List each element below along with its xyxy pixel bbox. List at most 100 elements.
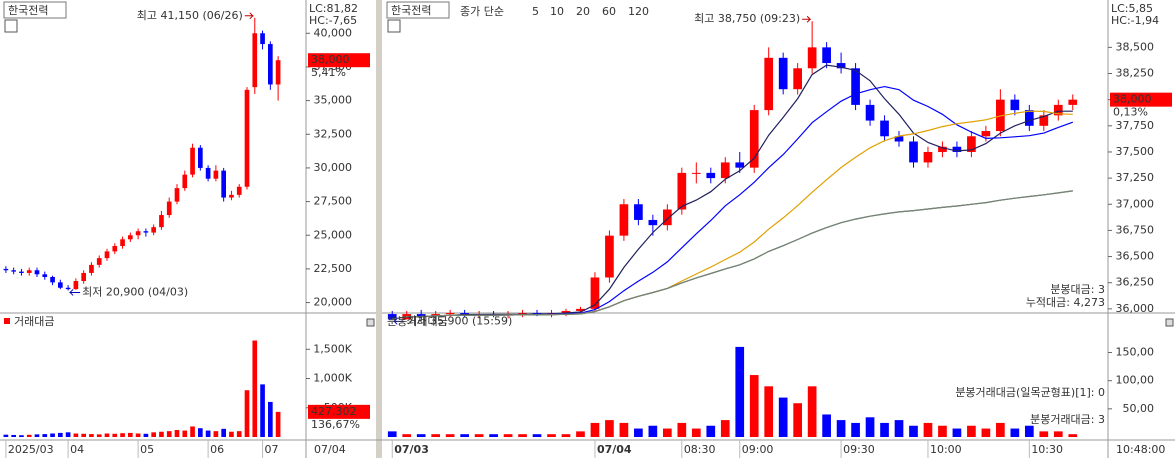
candle-body	[205, 167, 211, 179]
volume-legend: 분봉거래대금(일목균형표)[1]: 0	[955, 385, 1105, 399]
volume-bar	[166, 431, 172, 437]
y-tick-label: 36,250	[1116, 276, 1155, 289]
grid-icon[interactable]	[4, 19, 18, 33]
y-tick-label: 1,000K	[313, 372, 352, 385]
candle-body	[836, 63, 846, 69]
candle-body	[182, 174, 188, 189]
candle-body	[143, 231, 149, 233]
candle-body	[576, 308, 585, 311]
ma-title: 종가 단순	[460, 5, 504, 18]
candle-body	[778, 57, 788, 90]
volume-value-label: 427,302	[311, 405, 357, 418]
x-tick-label: 07/04	[597, 443, 632, 456]
candle-body	[34, 270, 40, 275]
candle-body	[229, 194, 234, 198]
volume-bar	[996, 422, 1005, 437]
volume-bar	[720, 420, 730, 437]
x-tick-label: 07/03	[394, 443, 429, 456]
candle-body	[268, 44, 273, 85]
volume-bar	[1068, 434, 1078, 437]
volume-bar	[190, 426, 195, 437]
volume-bar	[807, 386, 817, 437]
pane-button[interactable]	[1165, 318, 1174, 327]
low-arrow	[68, 289, 81, 296]
lc-label: LC:81,82	[309, 2, 358, 15]
y-tick-label: 27,500	[314, 195, 353, 208]
candle-body	[648, 219, 658, 226]
volume-bar	[89, 434, 94, 437]
candle-body	[677, 172, 687, 210]
x-tick-label: 09:30	[843, 443, 875, 456]
title: 한국전력	[8, 4, 48, 17]
candle-body	[938, 146, 947, 152]
hc-label: HC:-7,65	[309, 14, 357, 27]
candle-body	[166, 201, 172, 216]
candle-body	[11, 270, 16, 272]
volume-bar	[1053, 431, 1063, 437]
candle-body	[793, 68, 802, 90]
candle-body	[112, 246, 118, 252]
candle-body	[159, 215, 164, 228]
volume-bar	[387, 431, 397, 437]
candle-body	[221, 170, 226, 198]
candle-body	[81, 272, 86, 282]
y-tick-label: 22,500	[314, 262, 353, 275]
y-tick-label: 30,000	[314, 161, 353, 174]
pane-button[interactable]	[366, 318, 375, 327]
volume-bar	[1010, 428, 1020, 437]
volume-bar	[198, 428, 203, 437]
ma-period: 20	[576, 5, 590, 18]
volume-bar	[96, 434, 102, 437]
volume-bar	[474, 434, 484, 437]
change-label: 0,13%	[1113, 106, 1148, 119]
candle-body	[58, 282, 63, 288]
x-tick-label: 05	[140, 443, 154, 456]
volume-bar	[174, 429, 180, 437]
volume-bar	[135, 433, 141, 437]
candle-body	[19, 271, 24, 273]
volume-bar	[58, 432, 63, 437]
candle-body	[691, 172, 701, 174]
title-box	[386, 1, 450, 19]
candle-body	[865, 104, 875, 121]
candle-body	[387, 314, 397, 320]
x-tick-label: 10:30	[1031, 443, 1063, 456]
candle-body	[518, 313, 527, 315]
volume-bar	[252, 340, 258, 437]
volume-bar	[489, 434, 498, 437]
volume-bar	[981, 428, 991, 437]
volume-bar	[778, 397, 788, 437]
volume-bar	[128, 432, 133, 437]
y-tick-label: 40,000	[314, 26, 353, 39]
volume-bar	[275, 411, 281, 437]
volume-bar	[909, 425, 918, 437]
volume-bar	[923, 422, 933, 437]
volume-bar	[65, 432, 71, 437]
candle-body	[128, 235, 133, 240]
volume-bar	[104, 433, 110, 437]
candle-body	[198, 147, 203, 168]
volume-bar	[663, 428, 672, 437]
candle-body	[1024, 110, 1034, 126]
candle-body	[634, 204, 643, 220]
x-tick-label: 04	[70, 443, 84, 456]
y-tick-label: 50,00	[1123, 402, 1155, 415]
candle-body	[416, 314, 426, 317]
candle-body	[96, 258, 102, 265]
volume-bar	[143, 433, 149, 437]
volume-bar	[81, 433, 86, 437]
high-label: 최고 41,150 (06/26)	[137, 9, 243, 22]
volume-bar	[112, 433, 118, 437]
candle-body	[120, 239, 125, 247]
high-label: 최고 38,750 (09:23)	[694, 12, 800, 25]
splitter[interactable]	[376, 0, 382, 458]
candle-body	[260, 33, 265, 45]
volume-bar	[691, 428, 701, 437]
volume-bar	[19, 435, 24, 437]
low-arrow	[393, 317, 405, 325]
lc-label: LC:5,85	[1111, 2, 1153, 15]
candle-body	[749, 110, 759, 168]
grid-icon[interactable]	[387, 19, 401, 33]
candle-body	[720, 162, 730, 179]
volume-bar	[749, 375, 759, 437]
